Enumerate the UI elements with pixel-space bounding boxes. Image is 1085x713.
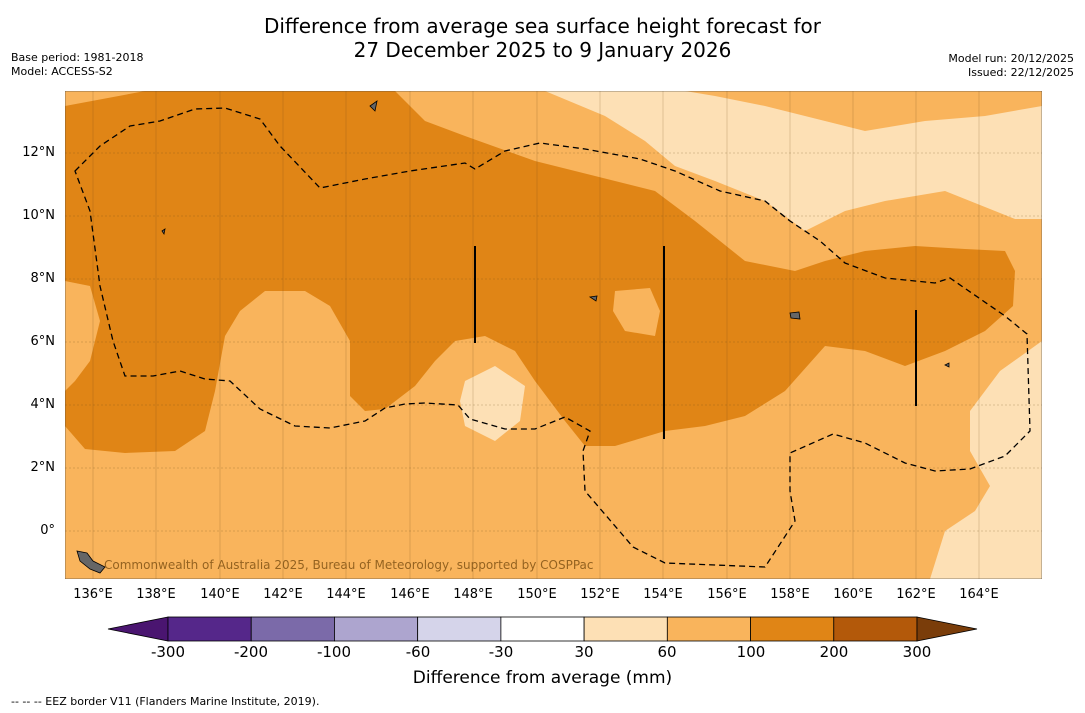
copyright-notice: Commonwealth of Australia 2025, Bureau o…: [104, 558, 594, 572]
colorbar-cell: [666, 616, 751, 642]
lat-label-8n: 8°N: [30, 271, 56, 286]
colorbar-cell: [583, 616, 668, 642]
lat-label-2n: 2°N: [30, 460, 56, 475]
colorbar-tick: 60: [657, 643, 677, 661]
colorbar: [107, 616, 978, 642]
lon-label-146e: 146°E: [390, 587, 430, 602]
lon-label-144e: 144°E: [326, 587, 366, 602]
lon-label-150e: 150°E: [517, 587, 557, 602]
colorbar-extend-high: [916, 616, 978, 642]
anomaly-patch-light-east: [613, 288, 660, 336]
run-info: Model run: 20/12/2025 Issued: 22/12/2025: [948, 52, 1074, 80]
lat-label-6n: 6°N: [30, 334, 56, 349]
title-line-2: 27 December 2025 to 9 January 2026: [353, 38, 732, 62]
colorbar-tick: 200: [819, 643, 849, 661]
anomaly-field-mid-top: [685, 91, 1042, 131]
graticule-lat: [65, 152, 1042, 532]
lon-label-136e: 136°E: [73, 587, 113, 602]
lon-label-160e: 160°E: [833, 587, 873, 602]
lon-label-162e: 162°E: [896, 587, 936, 602]
colorbar-extend-low: [107, 616, 169, 642]
lat-label-12n: 12°N: [22, 145, 55, 160]
lon-label-164e: 164°E: [959, 587, 999, 602]
colorbar-tick: 30: [574, 643, 594, 661]
colorbar-tick: -300: [150, 643, 186, 661]
lon-label-140e: 140°E: [200, 587, 240, 602]
islands: [76, 100, 950, 574]
lat-label-10n: 10°N: [22, 208, 55, 223]
colorbar-cell: [750, 616, 835, 642]
colorbar-tick: -200: [233, 643, 269, 661]
anomaly-patch-light-center: [460, 366, 525, 441]
colorbar-cell: [500, 616, 585, 642]
lon-label-142e: 142°E: [263, 587, 303, 602]
eez-segments: [474, 246, 917, 439]
colorbar-tick: -60: [405, 643, 431, 661]
issued-date: Issued: 22/12/2025: [967, 66, 1074, 79]
colorbar-tick: 300: [902, 643, 932, 661]
base-info: Base period: 1981-2018 Model: ACCESS-S2: [11, 51, 143, 79]
anomaly-field-100-200: [65, 91, 1015, 453]
eez-legend: -- -- -- EEZ border V11 (Flanders Marine…: [11, 695, 320, 708]
colorbar-tick: -100: [316, 643, 352, 661]
anomaly-field-light-bottom: [930, 341, 1042, 579]
model-name: Model: ACCESS-S2: [11, 65, 113, 78]
colorbar-cell: [334, 616, 419, 642]
lon-label-148e: 148°E: [453, 587, 493, 602]
forecast-map: [65, 91, 1042, 579]
colorbar-cell: [167, 616, 252, 642]
graticule: [92, 91, 980, 579]
colorbar-cell: [417, 616, 502, 642]
colorbar-label: Difference from average (mm): [412, 668, 673, 688]
lon-label-158e: 158°E: [770, 587, 810, 602]
anomaly-field-light-top: [545, 91, 1042, 231]
lon-label-154e: 154°E: [643, 587, 683, 602]
anomaly-field-left-light: [65, 281, 100, 391]
colorbar-tick: 100: [736, 643, 766, 661]
lon-label-152e: 152°E: [580, 587, 620, 602]
colorbar-tick: -30: [488, 643, 514, 661]
title-line-1: Difference from average sea surface heig…: [263, 14, 822, 38]
map-title: Difference from average sea surface heig…: [0, 14, 1085, 62]
lon-label-156e: 156°E: [707, 587, 747, 602]
lon-label-138e: 138°E: [136, 587, 176, 602]
colorbar-cell: [833, 616, 918, 642]
base-period: Base period: 1981-2018: [11, 51, 144, 64]
lat-label-0: 0°: [40, 523, 55, 538]
lat-label-4n: 4°N: [30, 397, 56, 412]
model-run: Model run: 20/12/2025: [948, 52, 1074, 65]
colorbar-cell: [250, 616, 335, 642]
eez-border: [74, 107, 1031, 568]
